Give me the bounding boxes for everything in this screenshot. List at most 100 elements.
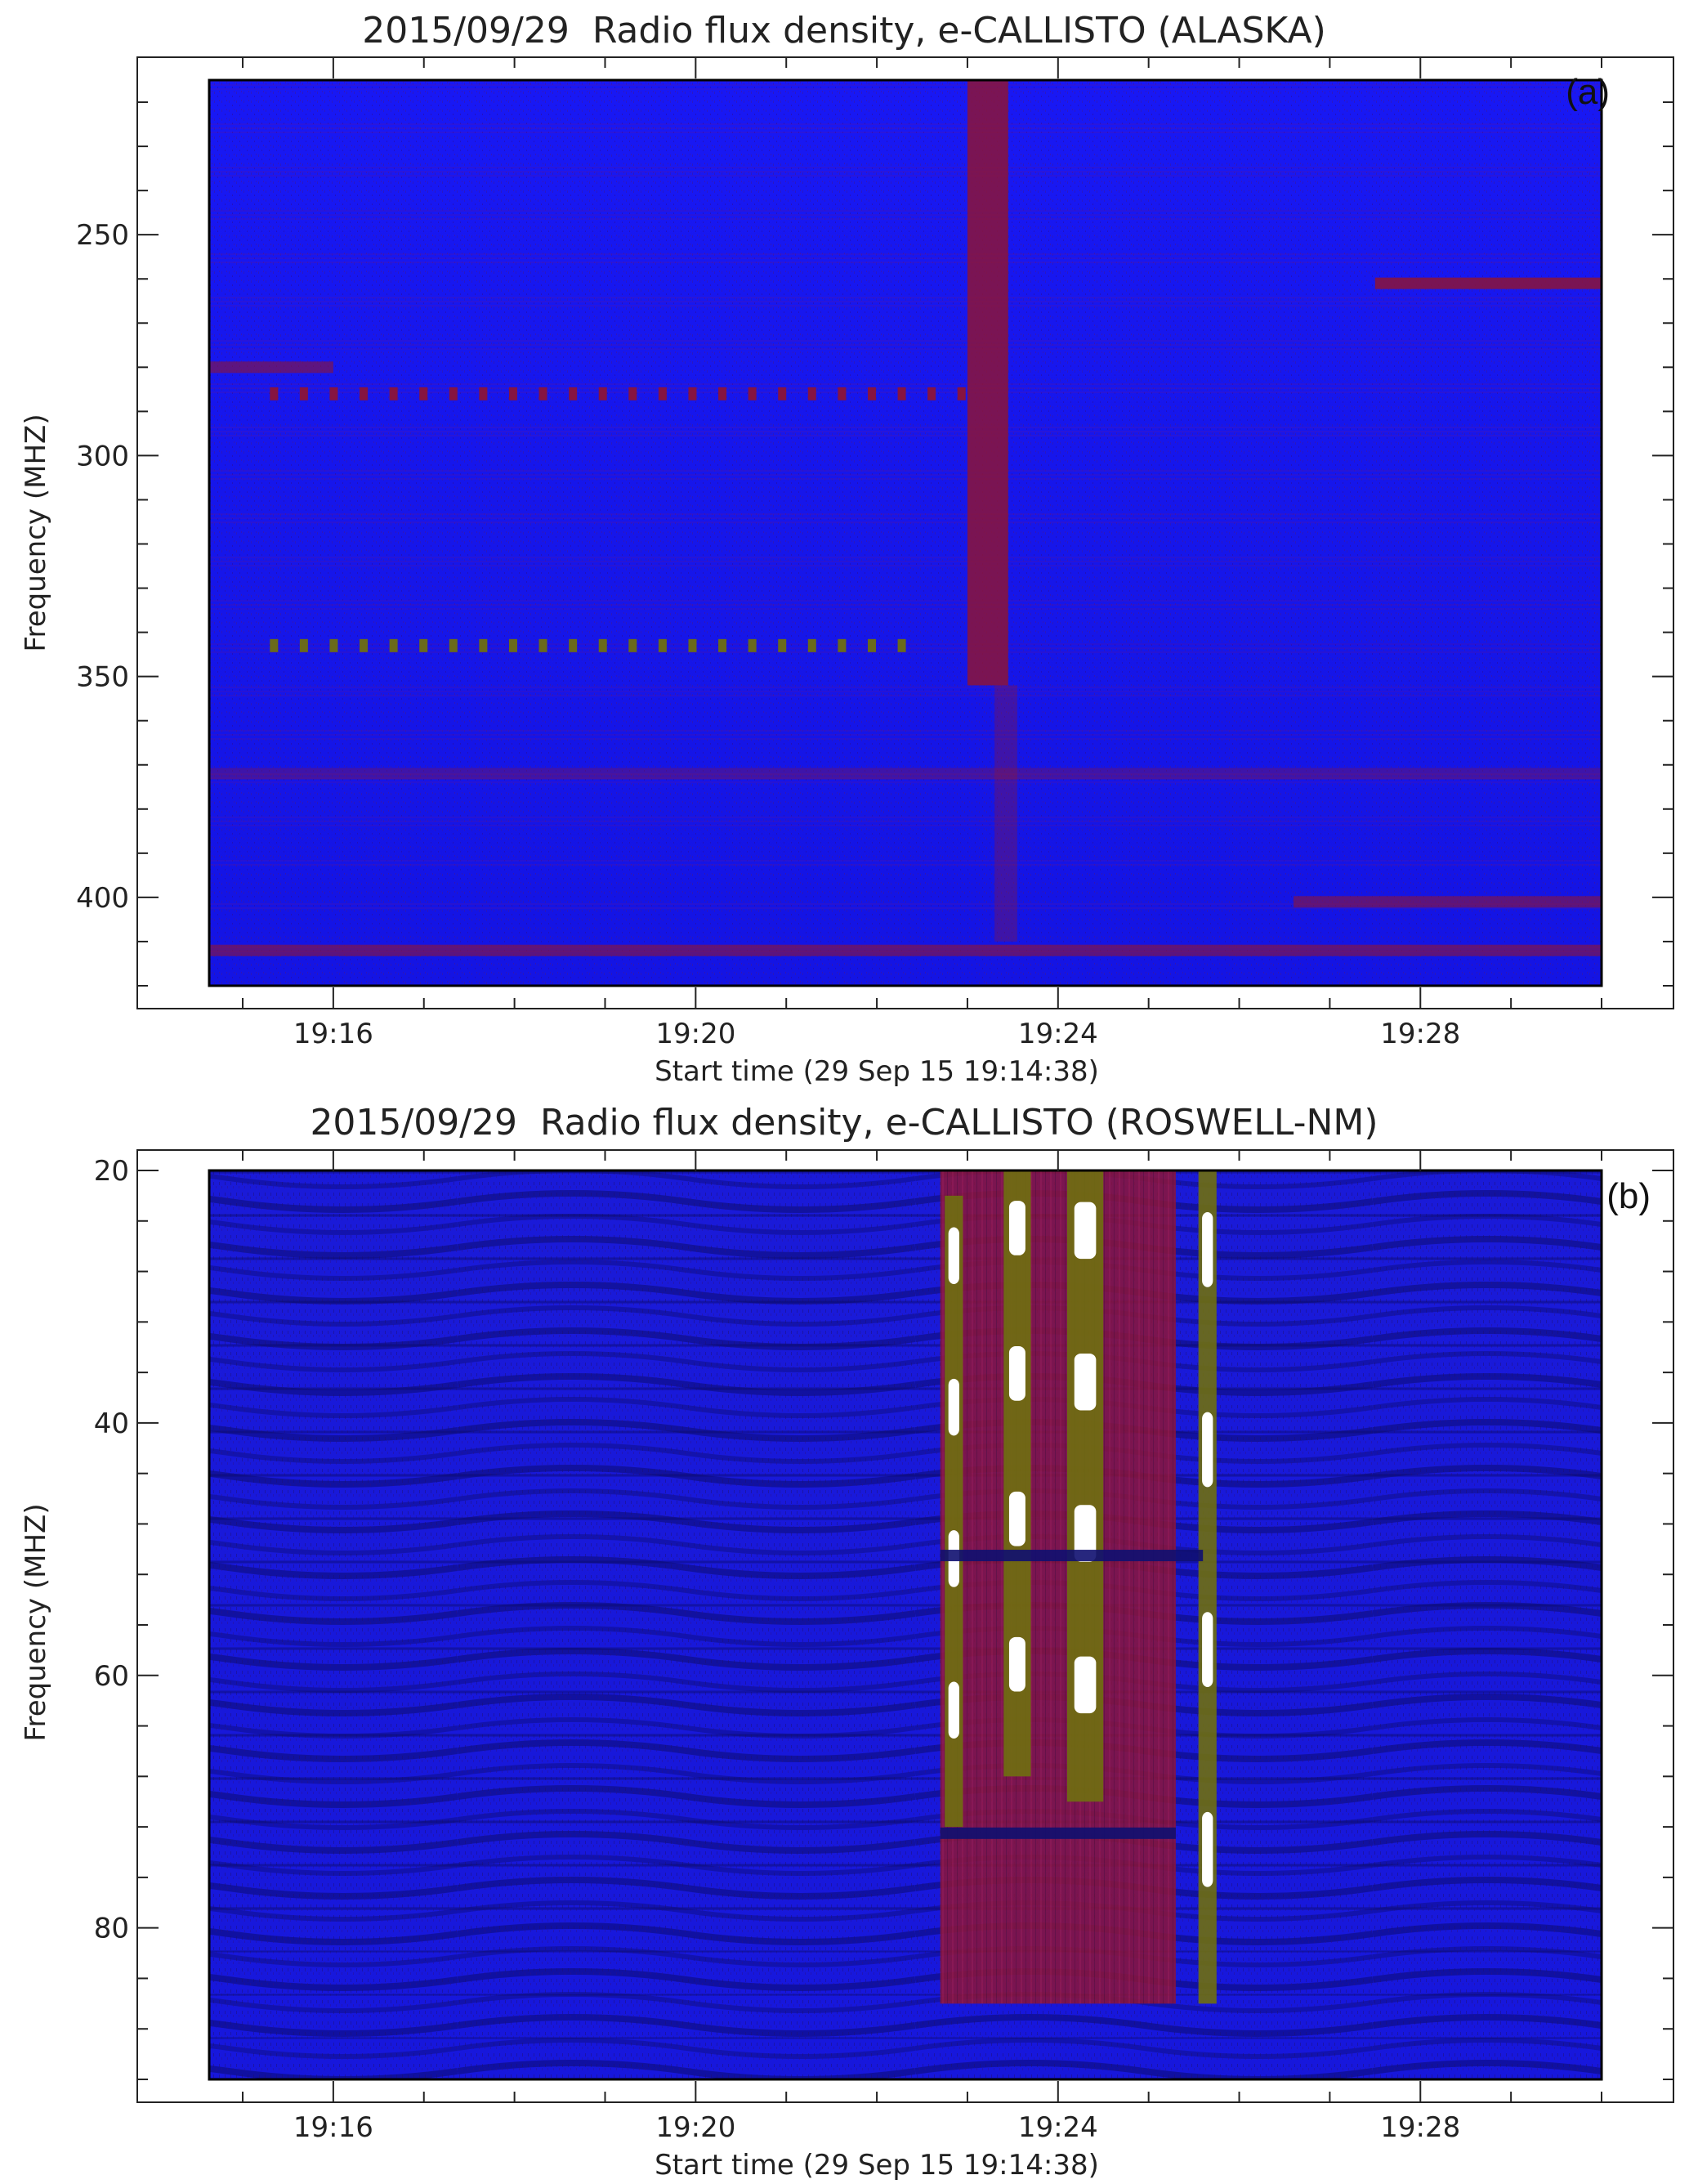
panel-b-striation [209,1561,1602,1563]
panel-b-striation [209,1257,1602,1259]
panel-a-dot [897,638,906,652]
panel-a-xlabel: Start time (29 Sep 15 19:14:38) [655,1055,1099,1088]
panel-a-striation [209,561,1602,562]
panel-a-striation [209,651,1602,653]
panel-a-dot [538,387,547,401]
panel-b-burst-peak [1074,1505,1097,1562]
panel-a-horizontal-band [1294,896,1602,908]
panel-a-striation [209,513,1602,515]
panel-a-dot [449,387,458,401]
panel-b-striation [209,1388,1602,1390]
panel-a-striation [209,781,1602,783]
panel-a-striation [209,257,1602,259]
panel-b-striation [209,1909,1602,1910]
panel-a-striation [209,817,1602,818]
panel-b-striation [209,1777,1602,1779]
panel-b-striation [209,1690,1602,1692]
panel-a-striation [209,474,1602,476]
panel-a-striation [209,600,1602,602]
panel-b-ytick-label: 20 [94,1155,129,1188]
panel-a-striation [209,435,1602,436]
panel-a-striation [209,123,1602,125]
panel-b-striation [209,1301,1602,1303]
panel-b-striation [209,1734,1602,1735]
panel-b-burst-peak [1202,1412,1213,1488]
panel-a-striation [209,383,1602,385]
panel-b-striation [209,1215,1602,1216]
panel-a-letter: (a) [1566,72,1610,112]
panel-b-striation [209,1820,1602,1822]
panel-a-striation [209,340,1602,342]
panel-a-dot [329,638,338,652]
panel-b-striation [209,1519,1602,1520]
panel-b-striation [209,1389,1602,1390]
panel-a-dot [538,638,547,652]
panel-a-xtick-label: 19:28 [1380,1018,1460,1050]
panel-a-dot [658,638,667,652]
panel-b-burst-lane [1198,1170,1217,2004]
panel-b-ytick-label: 80 [94,1913,129,1945]
panel-b-striation [209,1822,1602,1824]
panel-a-striation [209,860,1602,862]
panel-a-striation [209,297,1602,298]
panel-b-burst-peak [948,1227,959,1284]
panel-b-striation [209,1172,1602,1174]
panel-a-ytick-label: 350 [76,661,129,694]
panel-b-striation [209,1171,1602,1173]
panel-a-dot [299,387,308,401]
panel-a-dot [569,638,578,652]
panel-a-striation [209,777,1602,779]
panel-a-dot [419,638,428,652]
panel-a-striation [209,132,1602,133]
panel-b-burst-peak [948,1681,959,1739]
panel-b-burst-peak [1008,1345,1025,1401]
panel-a-dot [479,638,488,652]
panel-b-striation [209,1908,1602,1909]
panel-a-dot [838,387,847,401]
panel-b-striation [209,1345,1602,1347]
panel-b-ytick-label: 40 [94,1408,129,1440]
panel-b-ytick-label: 60 [94,1660,129,1693]
panel-b-striation [209,1865,1602,1867]
panel-b-heatmap-border [208,1169,1603,2081]
panel-a-dot [598,638,607,652]
panel-b-striation [209,1864,1602,1866]
panel-a-striation [209,218,1602,220]
panel-b-striation [209,1215,1602,1217]
panel-b-striation [209,1734,1602,1736]
panel-a-horizontal-band [209,944,1602,956]
panel-b-striation [209,1604,1602,1605]
panel-b-striation [209,1647,1602,1649]
panel-b-striation [209,1259,1602,1260]
panel-b-striation [209,1951,1602,1953]
panel-b-burst-peak [1202,1211,1213,1287]
panel-a-dot [748,387,757,401]
panel-b-striation [209,1387,1602,1389]
panel-b-striation [209,1950,1602,1952]
panel-a-striation [209,128,1602,129]
panel-a-striation [209,903,1602,905]
panel-a-dot [658,387,667,401]
panel-a-striation [209,730,1602,732]
panel-a-striation [209,773,1602,775]
panel-a-dot [957,387,966,401]
panel-a-striation [209,210,1602,212]
panel-b-burst-region [940,1170,1176,2004]
panel-a-striation [209,88,1602,90]
panel-a-dot [389,387,398,401]
panel-a-dot [508,638,517,652]
panel-b-horizontal-band [940,1550,1204,1562]
panel-a-dot [807,387,816,401]
panel-b-striation [209,1430,1602,1432]
panel-a-ytick-label: 400 [76,882,129,915]
panel-b-striation [209,1475,1602,1477]
panel-a-dot [449,638,458,652]
panel-b-striation [209,1214,1602,1215]
panel-a-dot [778,638,787,652]
panel-b-striation [209,1432,1602,1434]
panel-b-striation [209,1779,1602,1780]
panel-a-dot [807,638,816,652]
panel-a-dot [867,638,876,652]
panel-a-striation [209,565,1602,566]
panel-a-axes-frame [136,56,1674,1009]
